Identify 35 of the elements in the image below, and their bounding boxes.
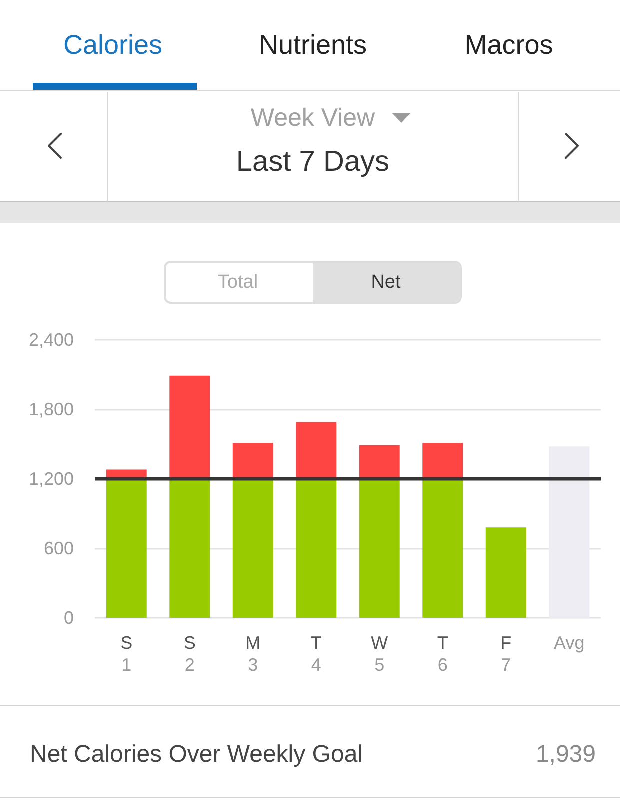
bar <box>486 528 526 618</box>
y-tick-label: 0 <box>64 608 74 628</box>
text: Total <box>218 272 258 293</box>
bar <box>422 479 464 618</box>
text: Net Calories Over Weekly Goal <box>30 741 363 768</box>
bar <box>422 443 464 479</box>
bar <box>106 479 147 618</box>
text: 1,939 <box>536 741 596 768</box>
text: Nutrients <box>258 30 368 60</box>
bar <box>359 445 400 479</box>
chart-title: Last 7 Days <box>236 146 390 178</box>
bar <box>232 479 274 618</box>
x-tick-label: Avg <box>554 633 585 653</box>
x-tick-label: W 5 <box>371 633 388 675</box>
bar <box>549 446 590 618</box>
y-tick-label: 2,400 <box>28 330 74 350</box>
bar <box>170 479 210 618</box>
bar <box>296 479 337 618</box>
y-tick-label: 600 <box>44 538 74 558</box>
text: Macros <box>464 30 554 60</box>
y-tick-label: 1,200 <box>28 469 74 489</box>
bar <box>170 376 210 479</box>
text: Calories <box>63 30 163 60</box>
y-tick-label: 1,800 <box>28 400 74 420</box>
bar <box>232 443 274 479</box>
chart-subtitle: Week View <box>250 104 376 132</box>
x-tick-label: T 4 <box>310 633 322 675</box>
bar <box>359 479 400 618</box>
x-tick-label: T 6 <box>437 633 448 675</box>
x-tick-label: S 1 <box>120 633 133 675</box>
x-tick-label: S 2 <box>184 633 196 675</box>
text: Net <box>371 272 401 293</box>
bar <box>296 422 337 479</box>
x-tick-label: F 7 <box>500 633 512 675</box>
x-tick-label: M 3 <box>246 633 261 675</box>
